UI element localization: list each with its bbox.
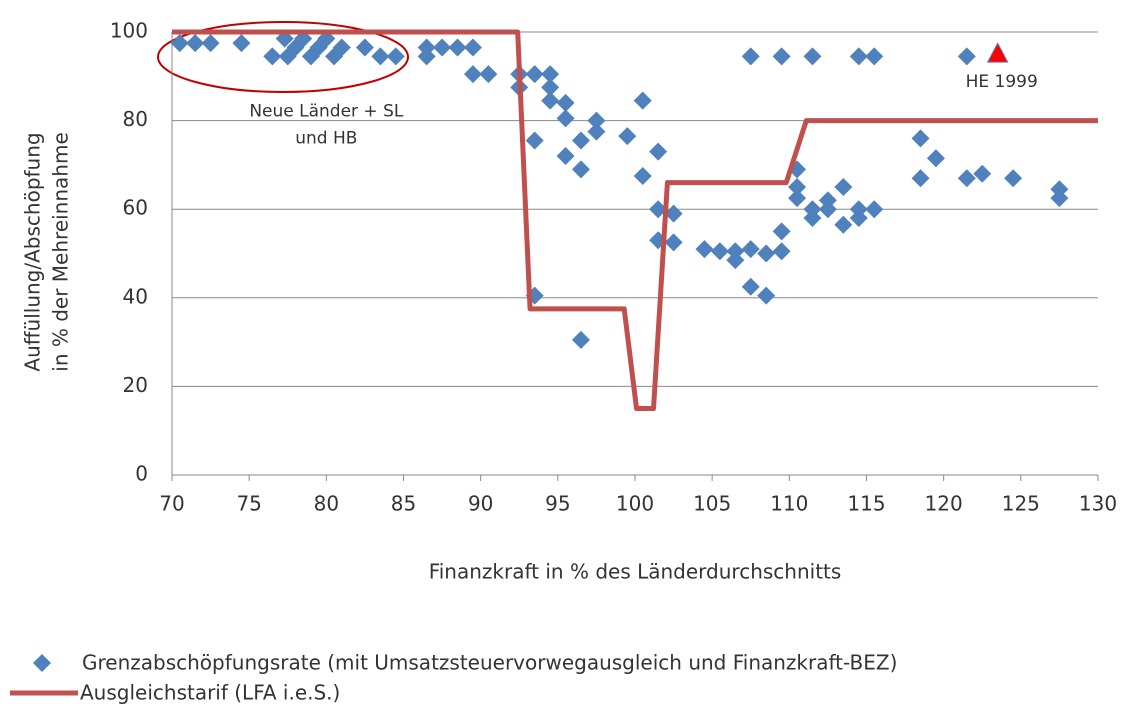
scatter-point — [263, 47, 282, 66]
scatter-point — [849, 209, 868, 228]
scatter-point — [417, 47, 436, 66]
scatter-point — [911, 129, 930, 148]
scatter-point — [556, 109, 575, 128]
x-tick-label: 95 — [545, 492, 570, 516]
x-tick-label: 75 — [236, 492, 261, 516]
scatter-point — [355, 38, 374, 57]
scatter-point — [757, 244, 776, 263]
x-tick-label: 125 — [1002, 492, 1040, 516]
scatter-point — [1004, 169, 1023, 188]
scatter-point — [957, 47, 976, 66]
scatter-point — [849, 47, 868, 66]
scatter-point — [834, 215, 853, 234]
scatter-point — [386, 47, 405, 66]
scatter-point — [1050, 189, 1069, 208]
scatter-point — [479, 65, 498, 84]
scatter-point — [649, 142, 668, 161]
scatter-point — [463, 65, 482, 84]
scatter-point — [448, 38, 467, 57]
scatter-point — [973, 164, 992, 183]
scatter-point — [741, 277, 760, 296]
scatter-point — [772, 47, 791, 66]
scatter-point — [664, 204, 683, 223]
scatter-point — [695, 240, 714, 259]
legend-label: Ausgleichstarif (LFA i.e.S.) — [80, 681, 340, 705]
scatter-point — [865, 200, 884, 219]
highlight-point — [986, 42, 1009, 63]
scatter-point — [741, 240, 760, 259]
scatter-point — [201, 34, 220, 53]
scatter-point — [788, 178, 807, 197]
scatter-point — [803, 209, 822, 228]
scatter-point — [726, 251, 745, 270]
scatter-point — [710, 242, 729, 261]
scatter-point — [633, 91, 652, 110]
scatter-point — [541, 65, 560, 84]
scatter-point — [757, 286, 776, 305]
y-tick-label: 60 — [123, 196, 148, 220]
scatter-point — [587, 122, 606, 141]
y-tick-label: 20 — [123, 373, 148, 397]
scatter-point — [571, 330, 590, 349]
scatter-point — [788, 189, 807, 208]
x-tick-label: 90 — [468, 492, 493, 516]
scatter-point — [741, 47, 760, 66]
y-tick-label: 40 — [123, 284, 148, 308]
scatter-point — [926, 149, 945, 168]
y-axis-label: in % der Mehreinnahme — [49, 132, 73, 371]
scatter-point — [525, 131, 544, 150]
scatter-point — [541, 91, 560, 110]
scatter-point — [371, 47, 390, 66]
scatter-point — [633, 166, 652, 185]
scatter-point — [232, 34, 251, 53]
x-axis-label: Finanzkraft in % des Länderdurchschnitts — [429, 560, 842, 584]
scatter-point — [525, 65, 544, 84]
y-tick-label: 100 — [110, 19, 148, 43]
scatter-point — [664, 233, 683, 252]
scatter-point — [556, 147, 575, 166]
y-axis-label: Auffüllung/Abschöpfung — [21, 132, 45, 371]
scatter-point — [772, 222, 791, 241]
scatter-point — [433, 38, 452, 57]
line — [172, 29, 1098, 412]
scatter-point — [957, 169, 976, 188]
x-tick-label: 100 — [616, 492, 654, 516]
scatter-point — [911, 169, 930, 188]
x-tick-label: 85 — [391, 492, 416, 516]
x-tick-label: 110 — [770, 492, 808, 516]
scatter-point — [463, 38, 482, 57]
scatter-point — [587, 111, 606, 130]
scatter-point — [865, 47, 884, 66]
scatter-point — [332, 38, 351, 57]
scatter-point — [803, 47, 822, 66]
highlight-label: HE 1999 — [966, 72, 1038, 92]
scatter-point — [186, 34, 205, 53]
scatter-point — [170, 34, 189, 53]
legend-label: Grenzabschöpfungsrate (mit Umsatzsteuerv… — [82, 651, 897, 675]
scatter-point — [618, 127, 637, 146]
scatter-point — [772, 242, 791, 261]
cluster-ellipse — [157, 21, 409, 93]
annotation: und HB — [295, 128, 357, 148]
annotation: Neue Länder + SL — [249, 102, 404, 122]
scatter-point — [834, 178, 853, 197]
scatter-point — [571, 131, 590, 150]
y-tick-label: 80 — [123, 107, 148, 131]
scatter-point — [541, 78, 560, 97]
x-tick-label: 105 — [693, 492, 731, 516]
scatter-point — [649, 200, 668, 219]
legend-marker — [33, 654, 51, 672]
scatter-point — [818, 200, 837, 219]
scatter-point — [556, 93, 575, 112]
x-tick-label: 80 — [314, 492, 339, 516]
x-tick-label: 130 — [1079, 492, 1117, 516]
y-tick-label: 0 — [135, 462, 148, 486]
scatter-point — [571, 160, 590, 179]
x-tick-label: 70 — [159, 492, 184, 516]
x-tick-label: 120 — [925, 492, 963, 516]
x-tick-label: 115 — [847, 492, 885, 516]
